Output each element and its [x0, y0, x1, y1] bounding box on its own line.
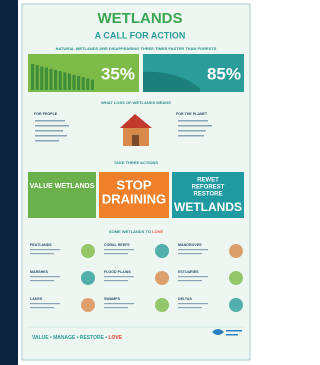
wetland-name: FLOOD PLAINS	[104, 270, 131, 274]
wetland-name: PEATLANDS	[30, 243, 52, 247]
wetland-name: DELTAS	[178, 297, 192, 301]
bar-decoration	[31, 64, 34, 90]
text-line	[30, 303, 60, 304]
title: WETLANDS	[98, 10, 183, 27]
text-line	[104, 280, 128, 281]
text-line	[104, 307, 128, 308]
action-text: VALUE WETLANDS	[30, 183, 95, 190]
page: {"header": {"title": "WETLANDS", "subtit…	[0, 0, 257, 365]
bar-decoration	[49, 69, 52, 90]
text-line	[104, 249, 134, 250]
wetland-name: LAKES	[30, 297, 43, 301]
text-line	[178, 307, 202, 308]
wetland-icon	[155, 271, 169, 285]
text-line	[104, 253, 128, 254]
bar-decoration	[82, 77, 85, 90]
bar-decoration	[59, 71, 62, 90]
section-heading: TAKE THREE ACTIONS	[114, 160, 159, 165]
bar-decoration	[91, 80, 94, 90]
wetland-icon	[81, 271, 95, 285]
text-line	[178, 249, 208, 250]
section-heading: WHAT LOSS OF WETLANDS MEANS	[101, 100, 171, 105]
wetland-icon	[81, 244, 95, 258]
column-heading: FOR THE PLANET	[176, 112, 208, 116]
bar-decoration	[68, 74, 71, 90]
wetland-name: SWAMPS	[104, 297, 121, 301]
column-heading: FOR PEOPLE	[34, 112, 58, 116]
heading-text: SOME WETLANDS TO	[109, 229, 152, 234]
wetland-name: ESTUARIES	[178, 270, 199, 274]
wetland-icon	[229, 271, 243, 285]
stat-value: 35%	[101, 64, 135, 83]
action-box	[28, 172, 96, 218]
action-text: STOP	[116, 177, 151, 192]
bar-decoration	[63, 72, 66, 90]
bar-decoration	[36, 65, 39, 90]
subtitle: A CALL FOR ACTION	[95, 30, 186, 40]
text-line	[30, 276, 60, 277]
wetland-icon	[81, 298, 95, 312]
section-heading: SOME WETLANDS TO LOVE	[109, 229, 163, 234]
bar-decoration	[77, 76, 80, 90]
slogan-text: VALUE • MANAGE • RESTORE •	[32, 335, 108, 341]
text-line	[104, 276, 134, 277]
wetland-name: CORAL REEFS	[104, 243, 130, 247]
bar-decoration	[86, 78, 89, 90]
action-text: REWET	[197, 178, 219, 184]
wetland-icon	[155, 298, 169, 312]
action-text: WETLANDS	[174, 200, 242, 214]
text-line	[178, 280, 202, 281]
section-heading: NATURAL WETLANDS ARE DISAPPEARING THREE …	[56, 46, 217, 51]
text-line	[178, 303, 208, 304]
text-line	[30, 249, 60, 250]
bar-decoration	[45, 68, 48, 90]
stat-value: 85%	[207, 64, 241, 83]
text-line	[104, 303, 134, 304]
wetland-name: MANGROVES	[178, 243, 202, 247]
wetland-name: MARSHES	[30, 270, 49, 274]
wetland-icon	[155, 244, 169, 258]
text-line	[30, 280, 54, 281]
wetland-icon	[229, 298, 243, 312]
text-line	[30, 307, 54, 308]
action-text: RESTORE	[194, 192, 223, 198]
action-text: REFOREST	[192, 185, 225, 191]
bar-decoration	[54, 70, 57, 90]
action-text: DRAINING	[102, 191, 166, 206]
heading-accent: LOVE	[152, 229, 163, 234]
wetland-icon	[229, 244, 243, 258]
footer-slogan: VALUE • MANAGE • RESTORE • LOVE	[32, 335, 123, 341]
side-strip	[0, 0, 18, 365]
bar-decoration	[72, 75, 75, 90]
poster: WETLANDS A CALL FOR ACTION NATURAL WETLA…	[0, 0, 257, 365]
text-line	[178, 276, 208, 277]
text-line	[30, 253, 54, 254]
text-line	[178, 253, 202, 254]
slogan-accent: LOVE	[108, 335, 122, 341]
bar-decoration	[40, 66, 43, 90]
